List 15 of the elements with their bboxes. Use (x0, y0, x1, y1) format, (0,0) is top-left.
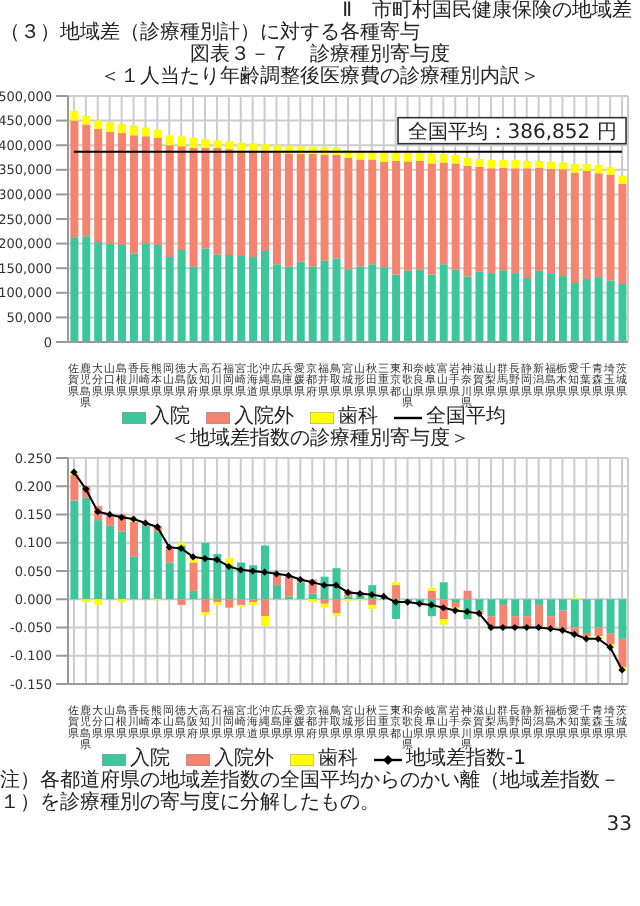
legend-label: 歯科 (318, 748, 358, 770)
text: 注）各都道府県の地域差指数の全国平均からのかい離（地域差指数－１）を診療種別の寄与度に分解したもの。 (0, 770, 622, 814)
legend-label: 入院 (130, 748, 170, 770)
legend-label: 歯科 (338, 406, 378, 428)
text: （３）地域差（診療種別計）に対する各種寄与 (0, 22, 420, 44)
text: 33 (604, 814, 634, 836)
legend-label: 入院外 (214, 748, 274, 770)
legend-label: 全国平均 (426, 406, 506, 428)
legend-label: 地域差指数-1 (406, 748, 526, 770)
chart-title: ＜地域差指数の診療種別寄与度＞ (168, 428, 472, 450)
legend-label: 入院 (150, 406, 190, 428)
annotation: 全国平均：386,852 円 (407, 119, 617, 144)
chart-title: 図表３－７ 診療種別寄与度 (188, 44, 452, 66)
chart-subtitle: ＜１人当たり年齢調整後医療費の診療種別内訳＞ (98, 66, 542, 88)
legend-label: 入院外 (234, 406, 294, 428)
